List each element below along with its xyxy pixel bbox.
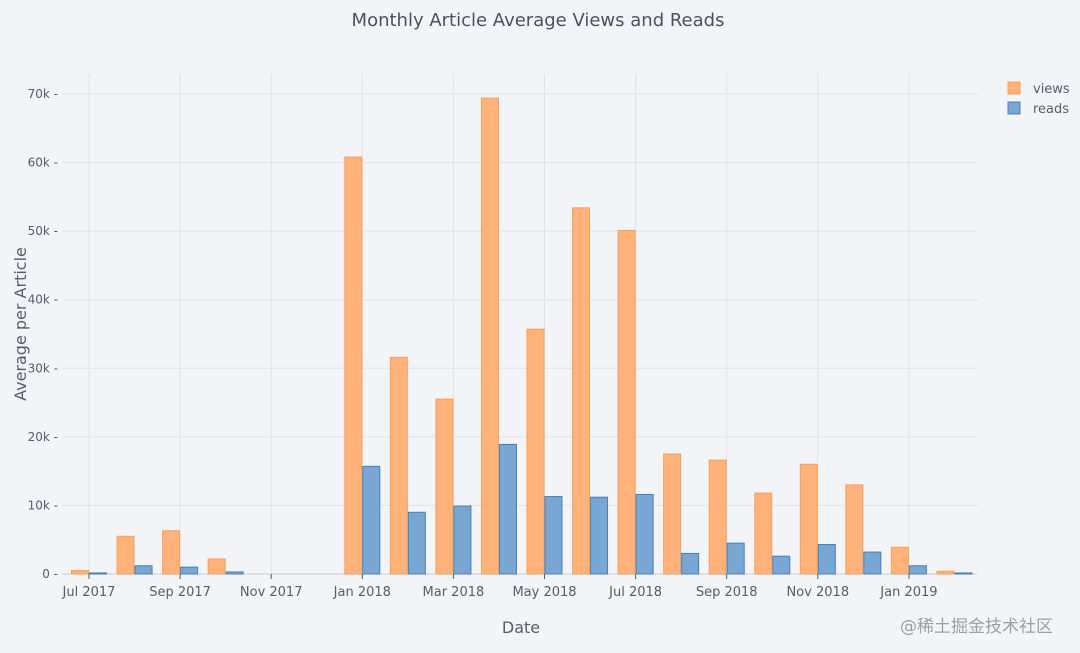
grid-lines (62, 74, 977, 575)
views-bar (663, 453, 682, 575)
reads-bar (180, 566, 199, 575)
x-tick-label: Jul 2017 (62, 585, 116, 600)
views-bar (207, 558, 226, 575)
x-axis-label: Date (502, 618, 540, 637)
legend[interactable]: views reads (1007, 81, 1070, 117)
x-tick-label: Sep 2017 (149, 585, 211, 600)
reads-bar (772, 555, 791, 575)
x-tick-label: Nov 2017 (240, 585, 303, 600)
y-tick-label: 40k - (28, 293, 58, 307)
x-tick-label: Mar 2018 (423, 585, 485, 600)
reads-bar (590, 496, 609, 575)
views-bar (71, 570, 89, 575)
x-axis-ticks: Jul 2017 Sep 2017 Nov 2017 Jan 2018 Mar 2018… (62, 574, 938, 600)
views-bar (936, 570, 955, 575)
reads-bar (498, 443, 517, 575)
x-tick-label: Nov 2018 (787, 585, 850, 600)
x-tick-label: May 2018 (512, 585, 576, 600)
reads-bar (544, 496, 563, 575)
y-tick-label: 50k - (28, 224, 58, 238)
reads-bar (453, 505, 472, 575)
bars (71, 97, 973, 575)
views-bar (480, 97, 499, 575)
reads-bar (908, 565, 927, 575)
watermark: @稀土掘金技术社区 (900, 617, 1053, 637)
y-tick-label: 10k - (28, 498, 58, 512)
views-bar (435, 398, 454, 575)
views-bar (526, 328, 545, 575)
chart-title: Monthly Article Average Views and Reads (352, 10, 725, 31)
reads-bar (225, 571, 244, 575)
views-bar (754, 492, 773, 575)
views-bar (162, 530, 181, 575)
y-tick-label: 70k - (28, 87, 58, 101)
x-tick-label: Jul 2018 (608, 585, 662, 600)
reads-bar (407, 511, 426, 575)
reads-bar (863, 551, 882, 575)
legend-label-views: views (1033, 82, 1070, 97)
views-bar (708, 459, 727, 575)
reads-bar (954, 572, 973, 575)
views-bar (116, 535, 135, 575)
y-tick-label: 0 - (42, 567, 58, 581)
legend-swatch-reads (1007, 101, 1021, 115)
y-axis-ticks: 0 - 10k - 20k - 30k - 40k - 50k - 60k - 70k - (28, 87, 58, 581)
y-tick-label: 30k - (28, 361, 58, 375)
x-tick-label: Jan 2018 (333, 585, 391, 600)
legend-label-reads: reads (1033, 102, 1069, 117)
reads-bar (362, 465, 381, 575)
views-bar (389, 356, 408, 575)
reads-bar (134, 565, 153, 575)
x-tick-label: Jan 2019 (879, 585, 937, 600)
reads-bar (635, 493, 654, 575)
y-tick-label: 60k - (28, 156, 58, 170)
views-bar (890, 546, 909, 575)
views-bar (617, 229, 636, 575)
reads-bar (89, 572, 107, 575)
y-axis-label: Average per Article (11, 247, 30, 401)
views-bar (845, 484, 864, 575)
y-tick-label: 20k - (28, 430, 58, 444)
reads-bar (817, 544, 836, 575)
views-bar (799, 463, 818, 575)
views-bar (572, 207, 591, 575)
reads-bar (726, 542, 745, 575)
reads-bar (681, 552, 700, 575)
legend-swatch-views (1007, 81, 1021, 95)
views-bar (344, 156, 363, 575)
x-tick-label: Sep 2018 (696, 585, 758, 600)
